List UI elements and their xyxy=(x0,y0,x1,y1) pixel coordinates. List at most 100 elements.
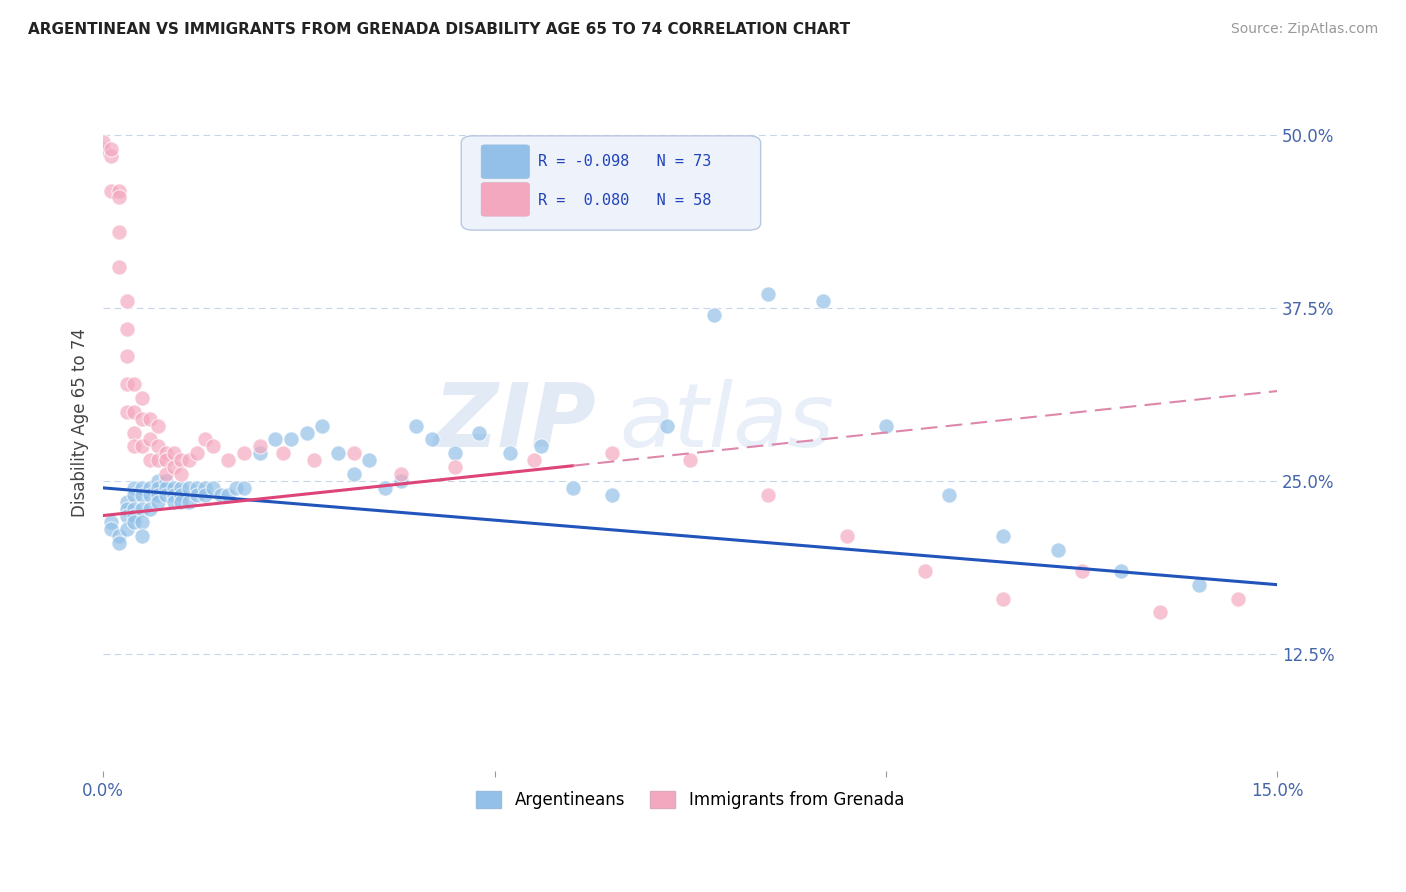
Point xyxy=(131,516,153,530)
Point xyxy=(170,494,193,508)
Point xyxy=(233,481,256,495)
Point xyxy=(875,418,897,433)
Point xyxy=(194,433,217,447)
Point xyxy=(124,425,146,440)
Point xyxy=(444,446,467,460)
Point xyxy=(115,522,138,536)
Point xyxy=(139,411,162,425)
Point xyxy=(170,488,193,502)
Point xyxy=(201,439,224,453)
Point xyxy=(115,501,138,516)
Point xyxy=(179,481,201,495)
Point xyxy=(131,391,153,405)
Point xyxy=(561,481,583,495)
Point xyxy=(115,294,138,309)
Point xyxy=(131,481,153,495)
Point xyxy=(264,433,287,447)
Point xyxy=(225,481,247,495)
Point xyxy=(359,453,381,467)
Point xyxy=(1109,564,1132,578)
Point xyxy=(155,488,177,502)
Point xyxy=(162,494,184,508)
Point xyxy=(131,488,153,502)
Point xyxy=(280,433,302,447)
Point xyxy=(115,494,138,508)
Point xyxy=(186,481,208,495)
Point xyxy=(655,418,678,433)
Point xyxy=(217,453,239,467)
Point xyxy=(100,184,122,198)
Text: R = -0.098   N = 73: R = -0.098 N = 73 xyxy=(537,154,711,169)
Point xyxy=(139,453,162,467)
Point xyxy=(179,494,201,508)
Point xyxy=(146,439,169,453)
Point xyxy=(107,529,129,543)
Point xyxy=(162,481,184,495)
Point xyxy=(124,516,146,530)
Point xyxy=(155,453,177,467)
Point xyxy=(155,467,177,481)
Point xyxy=(326,446,349,460)
Point xyxy=(131,529,153,543)
Point xyxy=(249,446,271,460)
Point xyxy=(233,446,256,460)
Point xyxy=(124,377,146,392)
Point xyxy=(91,142,114,156)
Point xyxy=(530,439,553,453)
Point xyxy=(343,446,366,460)
Point xyxy=(170,467,193,481)
Point xyxy=(124,488,146,502)
Point xyxy=(139,433,162,447)
Point xyxy=(146,453,169,467)
Point xyxy=(1047,543,1070,558)
Point xyxy=(131,439,153,453)
Point xyxy=(389,467,412,481)
Point xyxy=(1305,605,1327,619)
Point xyxy=(1188,577,1211,591)
Text: Source: ZipAtlas.com: Source: ZipAtlas.com xyxy=(1230,22,1378,37)
Point xyxy=(146,488,169,502)
Point xyxy=(835,529,858,543)
Point xyxy=(91,135,114,149)
Point xyxy=(186,488,208,502)
Point xyxy=(194,488,217,502)
Point xyxy=(914,564,936,578)
Y-axis label: Disability Age 65 to 74: Disability Age 65 to 74 xyxy=(72,327,89,516)
Point xyxy=(100,149,122,163)
Point xyxy=(131,411,153,425)
Point xyxy=(107,184,129,198)
Point xyxy=(523,453,546,467)
Point xyxy=(115,322,138,336)
Point xyxy=(405,418,427,433)
Point xyxy=(499,446,522,460)
Point xyxy=(209,488,232,502)
Point xyxy=(420,433,443,447)
Point xyxy=(155,446,177,460)
Point xyxy=(703,308,725,322)
Point xyxy=(107,536,129,550)
Point xyxy=(217,488,239,502)
Point xyxy=(146,474,169,488)
Point xyxy=(444,460,467,475)
Point xyxy=(938,488,960,502)
Point xyxy=(374,481,396,495)
Point xyxy=(124,508,146,523)
Point xyxy=(170,481,193,495)
Point xyxy=(201,481,224,495)
Point xyxy=(600,488,623,502)
Point xyxy=(311,418,333,433)
Point xyxy=(600,446,623,460)
Point xyxy=(162,446,184,460)
Point xyxy=(186,446,208,460)
Point xyxy=(139,481,162,495)
Point xyxy=(249,439,271,453)
Point xyxy=(131,501,153,516)
FancyBboxPatch shape xyxy=(461,136,761,230)
Point xyxy=(993,591,1015,606)
Point xyxy=(468,425,491,440)
Point xyxy=(100,142,122,156)
Point xyxy=(100,522,122,536)
Point xyxy=(155,481,177,495)
Point xyxy=(124,501,146,516)
Text: R =  0.080   N = 58: R = 0.080 N = 58 xyxy=(537,193,711,208)
